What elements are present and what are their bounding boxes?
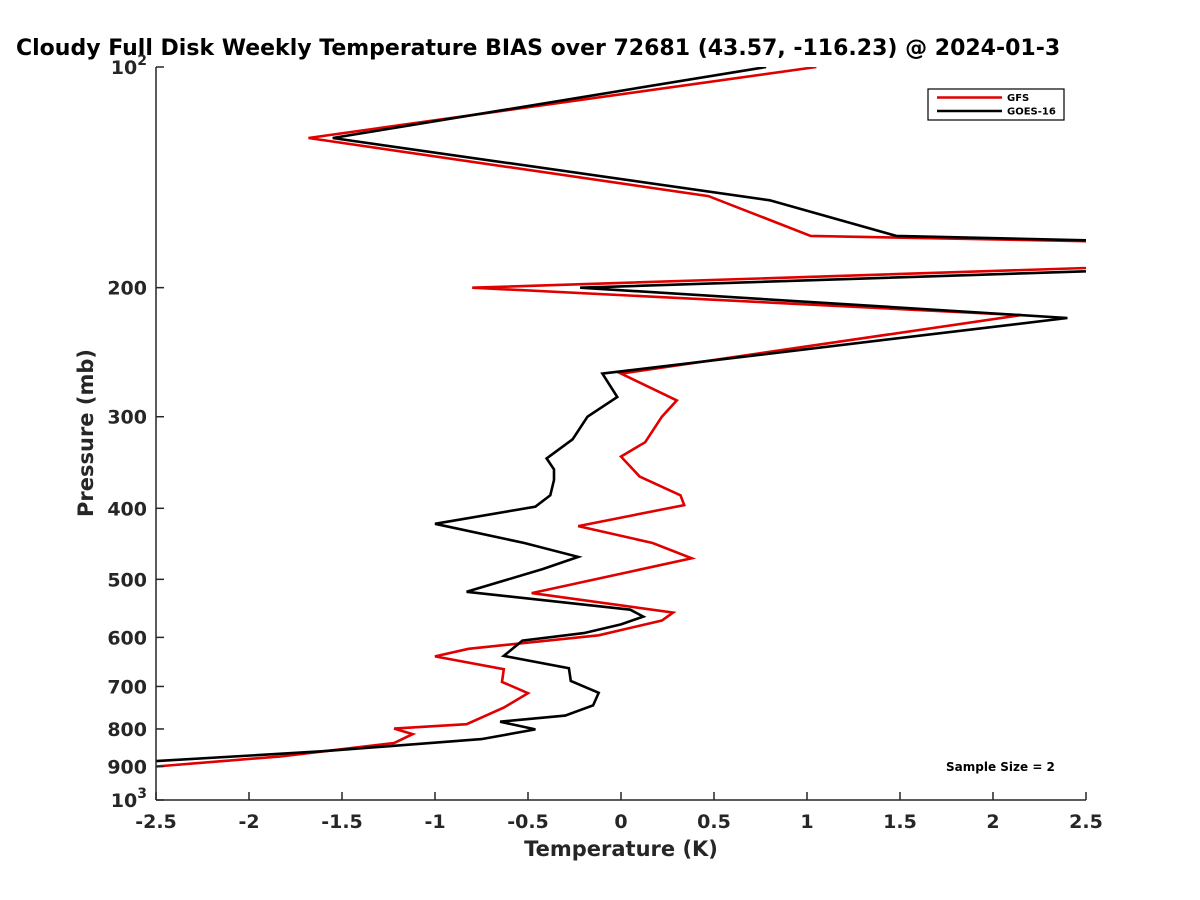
x-tick-label: 0.5 [697, 811, 731, 833]
x-tick-label: -2.5 [135, 811, 177, 833]
x-tick-label: 1 [800, 811, 813, 833]
legend: GFS GOES-16 [927, 88, 1065, 121]
y-tick-label: 300 [107, 407, 147, 429]
x-tick-label: 1.5 [883, 811, 917, 833]
legend-label-gfs: GFS [1007, 93, 1029, 104]
y-tick-label: 800 [107, 719, 147, 741]
y-tick-label: 103 [111, 786, 147, 812]
y-tick-label: 102 [111, 53, 147, 79]
x-tick-label: 2 [986, 811, 999, 833]
y-tick-label: 600 [107, 627, 147, 649]
sample-size-annotation: Sample Size = 2 [946, 760, 1055, 774]
x-axis-label: Temperature (K) [524, 837, 718, 861]
legend-box [927, 88, 1065, 121]
series-line-goes16 [156, 67, 1086, 763]
chart-title: Cloudy Full Disk Weekly Temperature BIAS… [16, 36, 1060, 61]
y-tick-label: 500 [107, 569, 147, 591]
x-tick-label: -1.5 [321, 811, 363, 833]
y-tick-label: 400 [107, 498, 147, 520]
x-tick-label: 2.5 [1069, 811, 1103, 833]
series-line-gfs [156, 67, 1086, 768]
legend-label-goes16: GOES-16 [1007, 107, 1056, 118]
series-layer [156, 67, 1086, 768]
y-tick-label: 700 [107, 676, 147, 698]
x-tick-label: 0 [614, 811, 627, 833]
x-ticks: -2.5 -2 -1.5 -1 -0.5 0 0.5 1 1.5 2 2.5 [135, 792, 1103, 833]
x-tick-label: -2 [238, 811, 259, 833]
x-tick-label: -1 [424, 811, 445, 833]
y-axis-label: Pressure (mb) [74, 349, 98, 517]
y-tick-label: 900 [107, 756, 147, 778]
x-tick-label: -0.5 [507, 811, 549, 833]
y-ticks: 102 200 300 400 500 600 700 800 900 103 [107, 53, 164, 812]
y-tick-label: 200 [107, 278, 147, 300]
